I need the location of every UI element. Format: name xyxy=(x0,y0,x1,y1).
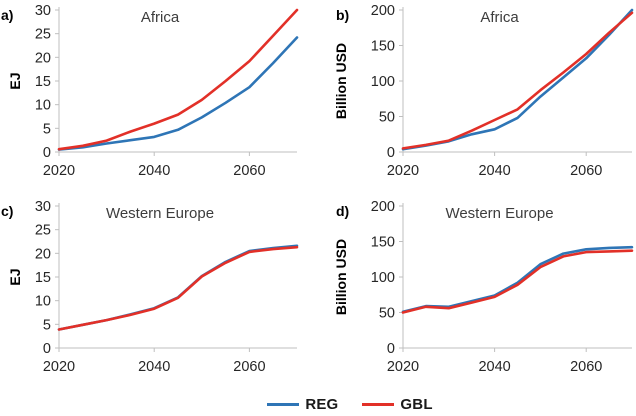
chart-title: Africa xyxy=(480,9,519,26)
chart-title: Africa xyxy=(141,9,180,26)
y-tick-label: 50 xyxy=(379,306,395,322)
y-axis-title: Billion USD xyxy=(333,239,349,315)
x-tick-label: 2060 xyxy=(233,163,265,179)
chart-panel-c-western-europe-ej: 0 5 10 15 20 25 30 2020 2040 2060 Western Europe c)… xyxy=(1,199,299,375)
x-tick-label: 2040 xyxy=(138,163,170,179)
y-tick-label: 5 xyxy=(43,121,51,137)
series-line-reg xyxy=(401,245,634,314)
chart-panel-a-africa-ej: 0 5 10 15 20 25 30 2020 2040 2060 Africa a) EJ xyxy=(1,3,299,179)
y-tick-label: 200 xyxy=(371,199,395,215)
chart-panel-d-western-europe-usd: 0 50 100 150 200 2020 2040 2060 Western Europe d)… xyxy=(333,199,634,375)
series-line-reg xyxy=(57,244,299,331)
chart-panel-b-africa-usd: 0 50 100 150 200 2020 2040 2060 Africa b) Billion … xyxy=(333,3,634,179)
panel-letter: c) xyxy=(1,203,13,219)
reg-line-swatch xyxy=(267,402,300,406)
y-tick-label: 0 xyxy=(387,145,395,161)
y-axis-title: Billion USD xyxy=(333,43,349,119)
x-tick-label: 2020 xyxy=(43,163,75,179)
x-tick-label: 2040 xyxy=(138,359,170,375)
series-line-gbl xyxy=(57,8,299,151)
gbl-line-swatch xyxy=(362,402,395,406)
legend-item-reg: REG xyxy=(267,396,338,413)
panel-letter: b) xyxy=(336,7,349,23)
y-tick-label: 100 xyxy=(371,270,395,286)
panel-letter: a) xyxy=(1,7,13,23)
y-axis-title: EJ xyxy=(7,268,23,285)
x-tick-label: 2040 xyxy=(478,359,510,375)
x-tick-label: 2020 xyxy=(387,359,419,375)
y-tick-label: 30 xyxy=(35,199,51,215)
series-line-reg xyxy=(57,36,299,151)
y-tick-label: 100 xyxy=(371,74,395,90)
legend-item-gbl: GBL xyxy=(362,396,432,413)
x-tick-label: 2060 xyxy=(570,163,602,179)
panel-letter: d) xyxy=(336,203,349,219)
legend: REG GBL xyxy=(32,392,636,416)
y-tick-label: 150 xyxy=(371,39,395,55)
y-tick-label: 25 xyxy=(35,223,51,239)
y-tick-label: 15 xyxy=(35,74,51,90)
x-tick-label: 2020 xyxy=(43,359,75,375)
chart-title: Western Europe xyxy=(445,205,553,222)
y-tick-label: 0 xyxy=(43,145,51,161)
x-tick-label: 2060 xyxy=(570,359,602,375)
y-tick-label: 20 xyxy=(35,50,51,66)
y-tick-label: 200 xyxy=(371,3,395,19)
x-tick-label: 2020 xyxy=(387,163,419,179)
x-tick-label: 2040 xyxy=(478,163,510,179)
chart-grid: 0 5 10 15 20 25 30 2020 2040 2060 Africa a) EJ 0 50 10… xyxy=(1,3,634,375)
series-line-gbl xyxy=(57,245,299,331)
y-tick-label: 5 xyxy=(43,317,51,333)
y-tick-label: 30 xyxy=(35,3,51,19)
series-line-gbl xyxy=(401,249,634,314)
legend-label-reg: REG xyxy=(305,395,339,413)
y-tick-label: 0 xyxy=(43,341,51,357)
y-tick-label: 10 xyxy=(35,98,51,114)
y-tick-label: 10 xyxy=(35,294,51,310)
y-axis-title: EJ xyxy=(7,72,23,89)
series-line-gbl xyxy=(401,11,634,150)
x-tick-label: 2060 xyxy=(233,359,265,375)
y-tick-label: 50 xyxy=(379,110,395,126)
legend-label-gbl: GBL xyxy=(400,395,433,413)
y-tick-label: 25 xyxy=(35,27,51,43)
y-tick-label: 15 xyxy=(35,270,51,286)
y-tick-label: 150 xyxy=(371,235,395,251)
y-tick-label: 0 xyxy=(387,341,395,357)
series-line-reg xyxy=(401,8,634,151)
chart-title: Western Europe xyxy=(106,205,214,222)
y-tick-label: 20 xyxy=(35,246,51,262)
